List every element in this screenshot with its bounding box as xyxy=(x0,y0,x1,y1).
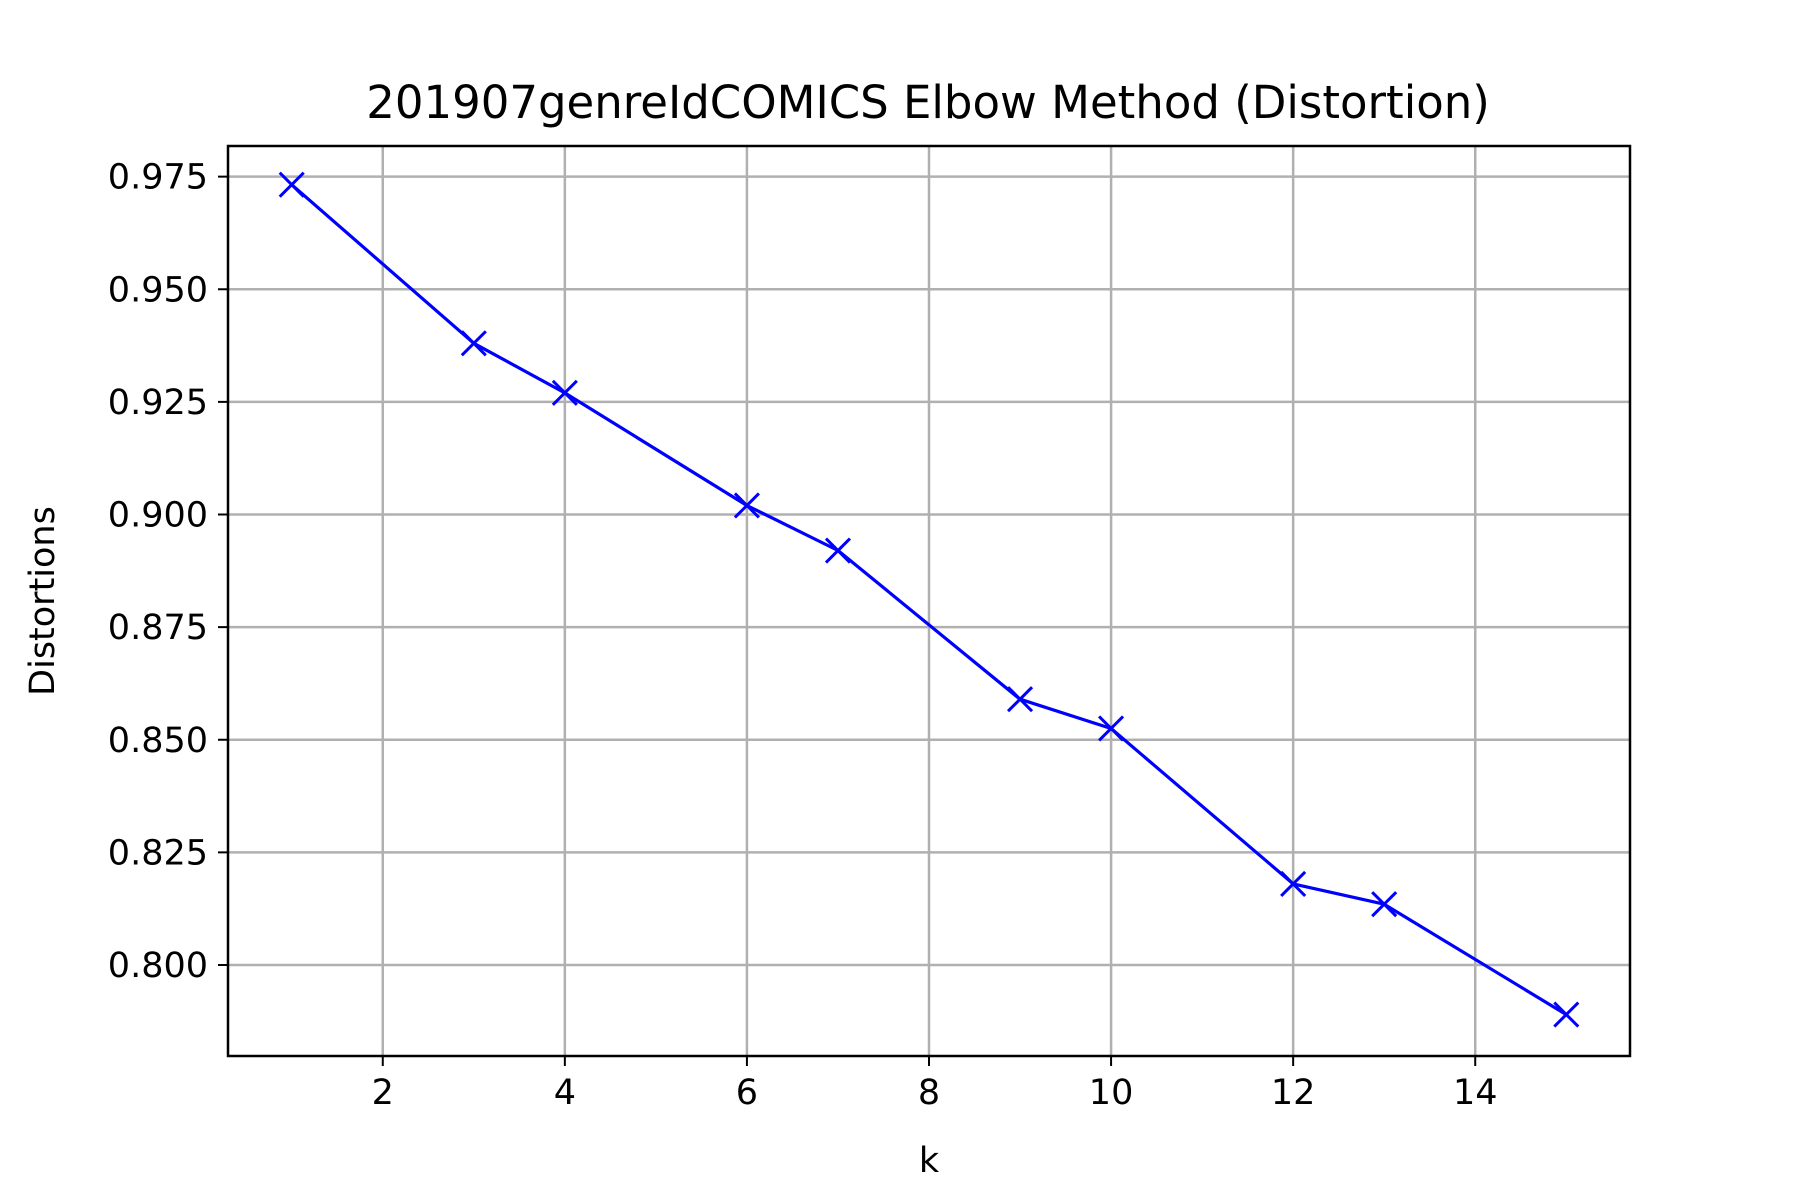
x-tick-label: 4 xyxy=(554,1073,576,1113)
y-tick-label: 0.900 xyxy=(108,496,208,536)
y-tick-label: 0.850 xyxy=(108,721,208,761)
series-line xyxy=(290,183,1568,1016)
data-point-stroke xyxy=(824,537,852,564)
data-point-stroke xyxy=(551,379,578,406)
x-tick-label: 8 xyxy=(918,1073,940,1113)
series xyxy=(278,171,1580,1028)
data-point xyxy=(1280,870,1307,897)
y-tick-label: 0.925 xyxy=(108,383,208,423)
data-point-stroke xyxy=(1006,686,1034,713)
data-point xyxy=(1371,891,1398,918)
data-point xyxy=(1006,686,1034,713)
y-axis-label: Distortions xyxy=(23,506,63,696)
data-point-stroke xyxy=(733,492,760,519)
y-axis-ticks: 0.800 0.825 0.850 0.875 0.900 0.925 0.950 0.975 xyxy=(108,158,228,986)
x-tick-label: 14 xyxy=(1453,1073,1498,1113)
data-point xyxy=(460,330,487,357)
x-tick-label: 12 xyxy=(1271,1073,1316,1113)
data-point xyxy=(551,379,578,406)
x-tick-label: 10 xyxy=(1089,1073,1134,1113)
y-tick-label: 0.800 xyxy=(108,946,208,986)
data-point-stroke xyxy=(460,330,487,357)
data-point-stroke xyxy=(1098,715,1125,742)
chart-title: 201907genreIdCOMICS Elbow Method (Distor… xyxy=(366,76,1490,129)
x-axis-label: k xyxy=(919,1141,940,1181)
data-point-stroke xyxy=(1371,891,1398,918)
data-point-stroke xyxy=(1280,870,1307,897)
data-point-stroke xyxy=(1553,1001,1580,1028)
y-tick-label: 0.875 xyxy=(108,608,208,648)
x-tick-label: 6 xyxy=(736,1073,758,1113)
x-axis-ticks: 2 4 6 8 10 12 14 xyxy=(372,1056,1498,1113)
y-tick-label: 0.975 xyxy=(108,158,208,198)
x-tick-label: 2 xyxy=(372,1073,394,1113)
grid xyxy=(228,146,1630,1056)
y-tick-label: 0.950 xyxy=(108,270,208,310)
data-point xyxy=(1553,1001,1580,1028)
y-tick-label: 0.825 xyxy=(108,833,208,873)
data-point-stroke xyxy=(278,171,305,198)
data-point xyxy=(824,537,852,564)
data-point xyxy=(278,171,305,198)
data-point xyxy=(733,492,760,519)
data-point xyxy=(1098,715,1125,742)
axes-frame xyxy=(226,144,1632,1058)
